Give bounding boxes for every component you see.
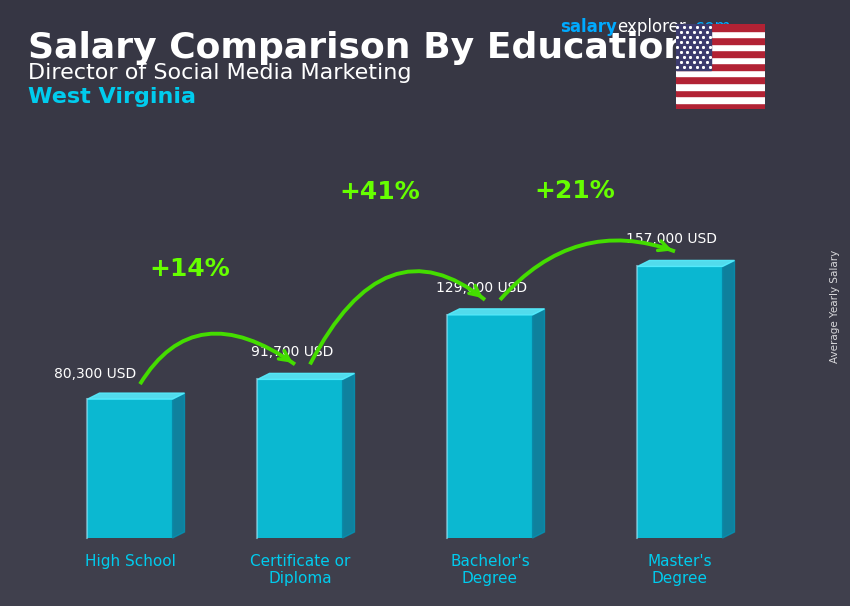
FancyBboxPatch shape xyxy=(0,370,850,380)
Polygon shape xyxy=(343,373,354,538)
Text: salary: salary xyxy=(560,18,617,36)
FancyBboxPatch shape xyxy=(0,100,850,110)
FancyBboxPatch shape xyxy=(88,399,173,538)
Bar xyxy=(676,83,765,90)
FancyBboxPatch shape xyxy=(258,379,343,538)
Bar xyxy=(676,38,765,44)
Text: .com: .com xyxy=(690,18,731,36)
Text: West Virginia: West Virginia xyxy=(28,87,196,107)
FancyBboxPatch shape xyxy=(0,20,850,30)
Bar xyxy=(676,76,765,83)
Polygon shape xyxy=(532,309,545,538)
FancyBboxPatch shape xyxy=(0,270,850,280)
Polygon shape xyxy=(88,393,184,399)
FancyBboxPatch shape xyxy=(0,180,850,190)
Text: Director of Social Media Marketing: Director of Social Media Marketing xyxy=(28,63,411,83)
FancyBboxPatch shape xyxy=(0,360,850,370)
FancyBboxPatch shape xyxy=(0,190,850,200)
Text: 157,000 USD: 157,000 USD xyxy=(626,233,717,247)
Polygon shape xyxy=(173,393,184,538)
Text: Average Yearly Salary: Average Yearly Salary xyxy=(830,250,840,362)
FancyBboxPatch shape xyxy=(0,230,850,240)
FancyBboxPatch shape xyxy=(0,470,850,480)
FancyBboxPatch shape xyxy=(0,110,850,120)
FancyBboxPatch shape xyxy=(0,150,850,160)
FancyBboxPatch shape xyxy=(0,290,850,300)
Bar xyxy=(676,44,765,50)
FancyBboxPatch shape xyxy=(0,480,850,490)
Text: Salary Comparison By Education: Salary Comparison By Education xyxy=(28,31,689,65)
Bar xyxy=(676,50,765,57)
FancyBboxPatch shape xyxy=(0,60,850,70)
FancyBboxPatch shape xyxy=(0,170,850,180)
FancyBboxPatch shape xyxy=(0,200,850,210)
FancyBboxPatch shape xyxy=(0,40,850,50)
FancyBboxPatch shape xyxy=(0,450,850,460)
FancyBboxPatch shape xyxy=(0,260,850,270)
Text: explorer: explorer xyxy=(617,18,686,36)
FancyBboxPatch shape xyxy=(0,80,850,90)
FancyBboxPatch shape xyxy=(0,50,850,60)
FancyBboxPatch shape xyxy=(0,400,850,410)
FancyBboxPatch shape xyxy=(0,0,850,10)
FancyBboxPatch shape xyxy=(0,430,850,440)
FancyBboxPatch shape xyxy=(0,210,850,220)
FancyBboxPatch shape xyxy=(0,460,850,470)
FancyBboxPatch shape xyxy=(0,90,850,100)
FancyBboxPatch shape xyxy=(0,300,850,310)
Bar xyxy=(676,57,765,64)
FancyBboxPatch shape xyxy=(0,120,850,130)
FancyBboxPatch shape xyxy=(0,240,850,250)
Polygon shape xyxy=(722,261,734,538)
FancyBboxPatch shape xyxy=(0,440,850,450)
Text: Bachelor's
Degree: Bachelor's Degree xyxy=(450,554,530,587)
Text: 91,700 USD: 91,700 USD xyxy=(251,345,333,359)
FancyBboxPatch shape xyxy=(0,410,850,420)
Text: Certificate or
Diploma: Certificate or Diploma xyxy=(250,554,350,587)
FancyBboxPatch shape xyxy=(0,10,850,20)
Text: +14%: +14% xyxy=(150,257,230,281)
Bar xyxy=(676,64,765,70)
FancyBboxPatch shape xyxy=(0,330,850,340)
FancyBboxPatch shape xyxy=(638,267,722,538)
FancyBboxPatch shape xyxy=(0,310,850,320)
Polygon shape xyxy=(258,373,354,379)
Text: +41%: +41% xyxy=(340,181,421,204)
FancyBboxPatch shape xyxy=(0,420,850,430)
Text: 80,300 USD: 80,300 USD xyxy=(54,367,136,381)
FancyBboxPatch shape xyxy=(0,70,850,80)
FancyBboxPatch shape xyxy=(0,140,850,150)
Polygon shape xyxy=(447,309,545,315)
FancyBboxPatch shape xyxy=(0,380,850,390)
FancyBboxPatch shape xyxy=(0,130,850,140)
Polygon shape xyxy=(638,261,734,267)
Text: High School: High School xyxy=(84,554,175,569)
Bar xyxy=(676,24,711,70)
FancyBboxPatch shape xyxy=(0,390,850,400)
FancyBboxPatch shape xyxy=(0,340,850,350)
Bar xyxy=(676,96,765,102)
Bar xyxy=(676,102,765,109)
FancyBboxPatch shape xyxy=(0,320,850,330)
Bar xyxy=(676,31,765,38)
Text: Master's
Degree: Master's Degree xyxy=(648,554,712,587)
FancyBboxPatch shape xyxy=(0,250,850,260)
Text: +21%: +21% xyxy=(535,179,615,203)
Bar xyxy=(676,70,765,76)
FancyBboxPatch shape xyxy=(0,220,850,230)
FancyBboxPatch shape xyxy=(0,280,850,290)
FancyBboxPatch shape xyxy=(0,350,850,360)
Text: 129,000 USD: 129,000 USD xyxy=(436,281,528,295)
FancyBboxPatch shape xyxy=(0,160,850,170)
FancyBboxPatch shape xyxy=(447,315,532,538)
FancyBboxPatch shape xyxy=(0,30,850,40)
Bar xyxy=(676,90,765,96)
Bar xyxy=(676,24,765,31)
